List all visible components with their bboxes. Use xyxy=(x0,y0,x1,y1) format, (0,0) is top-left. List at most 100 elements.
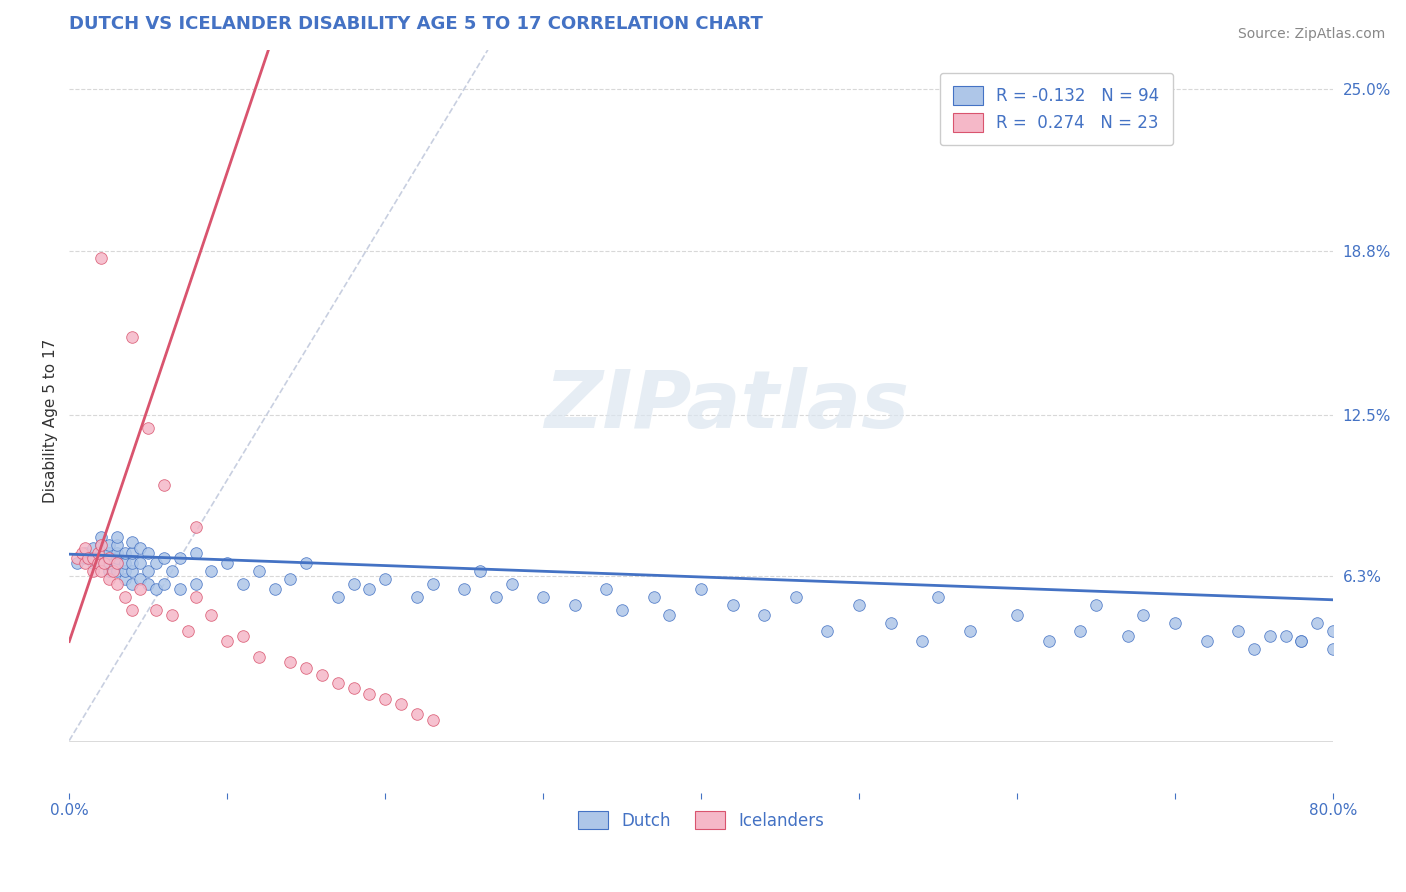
Point xyxy=(927,590,949,604)
Point xyxy=(93,556,115,570)
Point xyxy=(121,603,143,617)
Point xyxy=(247,564,270,578)
Point xyxy=(97,572,120,586)
Point xyxy=(1243,642,1265,657)
Point xyxy=(129,541,152,555)
Point xyxy=(121,564,143,578)
Point xyxy=(66,551,89,566)
Point xyxy=(1069,624,1091,638)
Point xyxy=(531,590,554,604)
Point xyxy=(105,538,128,552)
Point xyxy=(114,556,136,570)
Point xyxy=(610,603,633,617)
Point xyxy=(817,624,839,638)
Point xyxy=(105,556,128,570)
Point xyxy=(129,582,152,597)
Point xyxy=(959,624,981,638)
Point xyxy=(82,551,104,566)
Point xyxy=(184,590,207,604)
Point xyxy=(200,564,222,578)
Point xyxy=(97,564,120,578)
Point xyxy=(247,650,270,665)
Point xyxy=(105,577,128,591)
Point xyxy=(97,551,120,566)
Point xyxy=(105,551,128,566)
Point xyxy=(86,556,108,570)
Point xyxy=(280,656,302,670)
Point xyxy=(160,564,183,578)
Point xyxy=(1322,642,1344,657)
Point xyxy=(485,590,508,604)
Point xyxy=(184,546,207,560)
Point xyxy=(1291,634,1313,648)
Point xyxy=(73,546,96,560)
Point xyxy=(295,660,318,674)
Point xyxy=(359,582,381,597)
Point xyxy=(129,572,152,586)
Point xyxy=(121,577,143,591)
Point xyxy=(643,590,665,604)
Point xyxy=(359,687,381,701)
Point xyxy=(501,577,523,591)
Text: Source: ZipAtlas.com: Source: ZipAtlas.com xyxy=(1237,27,1385,41)
Point xyxy=(311,668,333,682)
Point xyxy=(153,577,176,591)
Point xyxy=(136,577,159,591)
Point xyxy=(105,564,128,578)
Point xyxy=(82,556,104,570)
Point xyxy=(1258,629,1281,643)
Point xyxy=(73,551,96,566)
Point xyxy=(1195,634,1218,648)
Point xyxy=(82,541,104,555)
Point xyxy=(184,577,207,591)
Point xyxy=(405,590,427,604)
Legend: Dutch, Icelanders: Dutch, Icelanders xyxy=(571,805,831,837)
Point xyxy=(911,634,934,648)
Point xyxy=(1038,634,1060,648)
Point xyxy=(114,590,136,604)
Point xyxy=(73,556,96,570)
Point xyxy=(90,546,112,560)
Point xyxy=(217,634,239,648)
Point xyxy=(121,556,143,570)
Point xyxy=(422,713,444,727)
Point xyxy=(153,551,176,566)
Point xyxy=(121,329,143,343)
Point xyxy=(90,530,112,544)
Point xyxy=(86,546,108,560)
Point xyxy=(1291,634,1313,648)
Point xyxy=(97,556,120,570)
Point xyxy=(422,577,444,591)
Point xyxy=(658,608,681,623)
Point xyxy=(114,564,136,578)
Point xyxy=(1306,616,1329,631)
Point xyxy=(136,564,159,578)
Point xyxy=(77,551,100,566)
Point xyxy=(1132,608,1154,623)
Point xyxy=(105,546,128,560)
Point xyxy=(374,572,396,586)
Point xyxy=(103,564,125,578)
Y-axis label: Disability Age 5 to 17: Disability Age 5 to 17 xyxy=(44,339,58,503)
Point xyxy=(468,564,491,578)
Point xyxy=(145,556,167,570)
Point xyxy=(232,629,254,643)
Point xyxy=(295,556,318,570)
Point xyxy=(121,546,143,560)
Point xyxy=(136,546,159,560)
Point xyxy=(136,421,159,435)
Point xyxy=(90,252,112,266)
Point xyxy=(879,616,901,631)
Point xyxy=(342,681,364,696)
Point xyxy=(1116,629,1139,643)
Point xyxy=(280,572,302,586)
Point xyxy=(97,538,120,552)
Point xyxy=(1164,616,1187,631)
Point xyxy=(145,603,167,617)
Point xyxy=(564,598,586,612)
Point xyxy=(1084,598,1107,612)
Point xyxy=(595,582,617,597)
Point xyxy=(160,608,183,623)
Point xyxy=(374,691,396,706)
Point xyxy=(389,697,412,711)
